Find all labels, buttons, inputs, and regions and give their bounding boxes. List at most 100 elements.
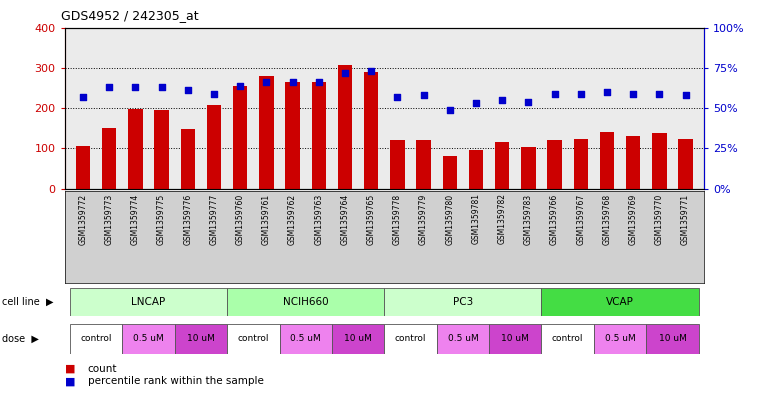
Point bbox=[444, 107, 456, 113]
Bar bbox=[207, 105, 221, 189]
Text: GSM1359765: GSM1359765 bbox=[367, 193, 376, 244]
Text: GSM1359767: GSM1359767 bbox=[576, 193, 585, 244]
Text: GSM1359762: GSM1359762 bbox=[288, 193, 297, 244]
Bar bbox=[279, 324, 332, 354]
Text: control: control bbox=[552, 334, 584, 343]
Text: GSM1359766: GSM1359766 bbox=[550, 193, 559, 244]
Bar bbox=[180, 129, 195, 189]
Point bbox=[680, 92, 692, 98]
Bar bbox=[102, 128, 116, 189]
Text: GSM1359771: GSM1359771 bbox=[681, 193, 690, 244]
Text: GSM1359769: GSM1359769 bbox=[629, 193, 638, 244]
Bar bbox=[547, 140, 562, 189]
Text: 0.5 uM: 0.5 uM bbox=[447, 334, 478, 343]
Bar bbox=[489, 324, 542, 354]
Text: ■: ■ bbox=[65, 376, 75, 386]
Bar bbox=[128, 109, 142, 189]
Bar bbox=[175, 324, 227, 354]
Bar bbox=[678, 140, 693, 189]
Bar bbox=[285, 82, 300, 189]
Bar bbox=[443, 156, 457, 189]
Point bbox=[627, 90, 639, 97]
Text: GSM1359772: GSM1359772 bbox=[78, 193, 88, 244]
Text: 10 uM: 10 uM bbox=[658, 334, 686, 343]
Point bbox=[339, 70, 351, 76]
Point bbox=[418, 92, 430, 98]
Text: GSM1359763: GSM1359763 bbox=[314, 193, 323, 244]
Point bbox=[653, 90, 665, 97]
Text: cell line  ▶: cell line ▶ bbox=[2, 297, 53, 307]
Bar bbox=[311, 82, 326, 189]
Point bbox=[575, 90, 587, 97]
Text: GSM1359781: GSM1359781 bbox=[472, 193, 480, 244]
Text: NCIH660: NCIH660 bbox=[283, 297, 329, 307]
Bar bbox=[542, 288, 699, 316]
Text: GSM1359777: GSM1359777 bbox=[209, 193, 218, 244]
Text: control: control bbox=[395, 334, 426, 343]
Bar bbox=[260, 76, 274, 189]
Text: GSM1359773: GSM1359773 bbox=[105, 193, 113, 244]
Bar bbox=[646, 324, 699, 354]
Point bbox=[155, 84, 167, 90]
Point bbox=[234, 83, 247, 89]
Point bbox=[103, 84, 116, 90]
Text: GSM1359779: GSM1359779 bbox=[419, 193, 428, 244]
Bar bbox=[600, 132, 614, 189]
Bar bbox=[416, 140, 431, 189]
Text: GSM1359774: GSM1359774 bbox=[131, 193, 140, 244]
Point bbox=[496, 97, 508, 103]
Text: GDS4952 / 242305_at: GDS4952 / 242305_at bbox=[61, 9, 199, 22]
Point bbox=[208, 90, 220, 97]
Text: GSM1359776: GSM1359776 bbox=[183, 193, 193, 244]
Text: GSM1359775: GSM1359775 bbox=[157, 193, 166, 244]
Bar bbox=[233, 86, 247, 189]
Point bbox=[182, 87, 194, 94]
Text: PC3: PC3 bbox=[453, 297, 473, 307]
Bar bbox=[521, 147, 536, 189]
Text: 0.5 uM: 0.5 uM bbox=[605, 334, 635, 343]
Bar bbox=[384, 288, 542, 316]
Text: 10 uM: 10 uM bbox=[344, 334, 372, 343]
Point bbox=[601, 89, 613, 95]
Bar bbox=[154, 110, 169, 189]
Bar bbox=[652, 133, 667, 189]
Bar bbox=[437, 324, 489, 354]
Text: count: count bbox=[88, 364, 117, 374]
Point bbox=[287, 79, 299, 85]
Bar bbox=[384, 324, 437, 354]
Bar bbox=[594, 324, 646, 354]
Text: 10 uM: 10 uM bbox=[501, 334, 529, 343]
Text: GSM1359780: GSM1359780 bbox=[445, 193, 454, 244]
Bar bbox=[469, 150, 483, 189]
Bar bbox=[574, 140, 588, 189]
Bar bbox=[542, 324, 594, 354]
Text: GSM1359761: GSM1359761 bbox=[262, 193, 271, 244]
Point bbox=[522, 99, 534, 105]
Text: GSM1359778: GSM1359778 bbox=[393, 193, 402, 244]
Bar bbox=[495, 141, 509, 189]
Text: dose  ▶: dose ▶ bbox=[2, 334, 38, 344]
Text: control: control bbox=[237, 334, 269, 343]
Text: GSM1359760: GSM1359760 bbox=[236, 193, 245, 244]
Text: VCAP: VCAP bbox=[607, 297, 634, 307]
Bar bbox=[227, 324, 279, 354]
Text: GSM1359764: GSM1359764 bbox=[340, 193, 349, 244]
Text: LNCAP: LNCAP bbox=[132, 297, 166, 307]
Text: 0.5 uM: 0.5 uM bbox=[133, 334, 164, 343]
Text: percentile rank within the sample: percentile rank within the sample bbox=[88, 376, 263, 386]
Text: GSM1359783: GSM1359783 bbox=[524, 193, 533, 244]
Point bbox=[549, 90, 561, 97]
Bar bbox=[390, 140, 405, 189]
Bar bbox=[70, 324, 123, 354]
Point bbox=[129, 84, 142, 90]
Point bbox=[313, 79, 325, 85]
Point bbox=[391, 94, 403, 100]
Text: 10 uM: 10 uM bbox=[187, 334, 215, 343]
Bar bbox=[364, 72, 378, 189]
Text: GSM1359768: GSM1359768 bbox=[603, 193, 612, 244]
Text: ■: ■ bbox=[65, 364, 75, 374]
Point bbox=[77, 94, 89, 100]
Point bbox=[470, 100, 482, 107]
Bar bbox=[626, 136, 641, 189]
Text: GSM1359782: GSM1359782 bbox=[498, 193, 507, 244]
